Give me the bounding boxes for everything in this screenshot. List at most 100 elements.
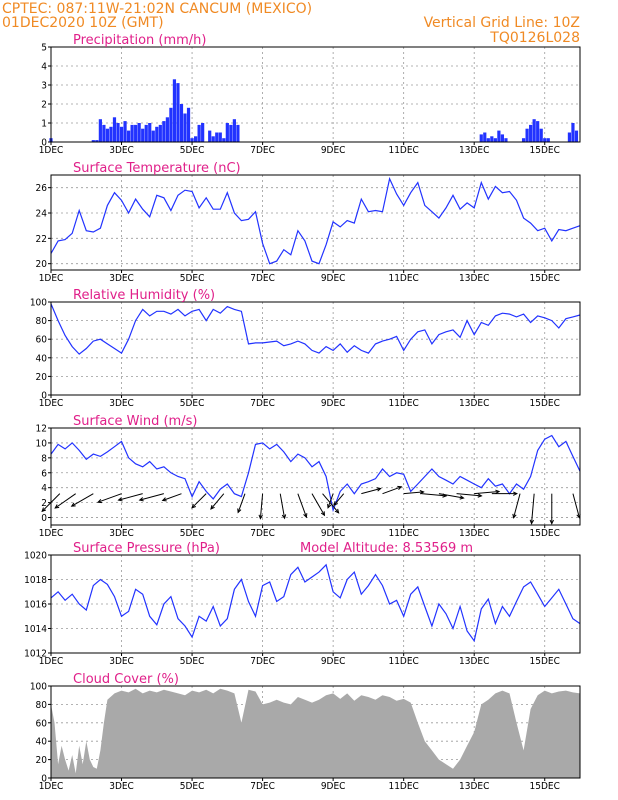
panel-title: Relative Humidity (%) (73, 288, 215, 303)
precip-bar (126, 130, 131, 142)
wind-arrow (322, 493, 340, 514)
y-tick-label: 1020 (24, 551, 47, 562)
y-tick-label: 1012 (24, 649, 47, 660)
y-tick-label: 60 (36, 335, 48, 346)
precip-bar (112, 117, 117, 142)
precip-bar (119, 126, 124, 142)
panel-title: Precipitation (mm/h) (73, 33, 206, 48)
precip-bar (137, 123, 141, 142)
precip-bar (479, 134, 483, 142)
wind-arrow (403, 490, 425, 495)
precip-bar (141, 128, 145, 142)
wind-arrow (572, 493, 581, 519)
panel-3: Relative Humidity (%) 0 20 40 60 80 100 1DEC 3DE… (30, 288, 581, 409)
precip-bar (521, 138, 526, 142)
header-grid-note: Vertical Grid Line: 10Z (424, 15, 580, 31)
y-tick-label: 1 (41, 119, 47, 130)
wind-arrow (491, 491, 518, 496)
precip-bar (215, 132, 219, 142)
precip-bar (229, 124, 233, 142)
precip-bar (486, 138, 490, 142)
precip-bar (148, 123, 152, 142)
precip-bar (211, 136, 215, 142)
panel-6: Cloud Cover (%) 0 20 40 60 80 100 1DEC 3DEC 5DEC 7… (30, 672, 581, 792)
model-altitude-note: Model Altitude: 8.53569 m (300, 541, 473, 556)
y-tick-label: 20 (36, 372, 48, 383)
wind-arrow (70, 493, 94, 507)
wind-arrow (438, 493, 465, 500)
cloud-cover-area (51, 688, 580, 778)
precip-bar (483, 132, 487, 142)
x-tick-label: 11DEC (388, 145, 418, 156)
panel-frame (50, 174, 581, 271)
x-tick-label: 9DEC (321, 781, 346, 792)
wind-arrow (529, 493, 535, 525)
precip-bar (543, 138, 547, 142)
x-tick-label: 1DEC (39, 273, 64, 284)
panel-5: Surface Pressure (hPa) Model Altitude: 8.… (24, 541, 581, 667)
precip-bar (222, 138, 226, 142)
precip-bar (218, 132, 222, 142)
x-tick-label: 3DEC (109, 145, 134, 156)
wind-arrow (333, 493, 345, 507)
precip-bar (493, 138, 497, 142)
wind-arrow (456, 493, 483, 498)
wind-arrow (382, 485, 403, 495)
x-tick-label: 13DEC (459, 398, 489, 409)
precip-bar (197, 124, 201, 142)
x-tick-label: 3DEC (109, 273, 134, 284)
y-tick-label: 12 (36, 424, 47, 435)
precip-bar (490, 136, 494, 142)
x-tick-label: 1DEC (39, 528, 64, 539)
x-tick-label: 5DEC (180, 528, 205, 539)
x-tick-label: 13DEC (459, 273, 489, 284)
x-tick-label: 13DEC (459, 528, 489, 539)
precip-bar (225, 123, 229, 142)
x-tick-label: 15DEC (530, 398, 560, 409)
y-tick-label: 10 (36, 438, 48, 449)
y-tick-label: 5 (41, 43, 47, 54)
panel-title: Surface Temperature (nC) (73, 161, 241, 176)
x-tick-label: 1DEC (39, 781, 64, 792)
precip-bar (546, 138, 550, 142)
y-tick-label: 2 (41, 498, 47, 509)
y-tick-label: 80 (36, 316, 48, 327)
x-tick-label: 7DEC (250, 656, 275, 667)
precip-bar (567, 132, 572, 142)
precip-bar (179, 104, 184, 142)
y-tick-label: 8 (41, 453, 47, 464)
y-tick-label: 0 (41, 774, 47, 785)
wind-arrow (96, 493, 122, 504)
precip-bar (532, 119, 536, 142)
x-tick-label: 9DEC (321, 656, 346, 667)
wind-arrow (138, 493, 164, 502)
x-tick-label: 5DEC (180, 145, 205, 156)
precip-bar (208, 130, 212, 142)
precip-bar (574, 130, 579, 142)
x-tick-label: 5DEC (180, 781, 205, 792)
x-tick-label: 5DEC (180, 656, 205, 667)
precip-bar (91, 140, 95, 142)
precip-bar (151, 130, 155, 142)
y-tick-label: 2 (41, 100, 47, 111)
panel-title: Surface Pressure (hPa) (73, 541, 220, 556)
y-tick-label: 1018 (24, 575, 47, 586)
precip-bar (232, 119, 236, 142)
precip-bar (158, 124, 162, 142)
y-tick-label: 100 (30, 682, 47, 693)
x-tick-label: 5DEC (180, 273, 205, 284)
precip-bar (193, 136, 198, 142)
x-tick-label: 9DEC (321, 273, 346, 284)
precip-bar (571, 123, 575, 142)
precip-bar (201, 123, 205, 142)
precip-bar (190, 138, 194, 142)
y-tick-label: 26 (36, 183, 48, 194)
x-tick-label: 1DEC (39, 656, 64, 667)
wind-arrow (54, 493, 76, 509)
x-tick-label: 3DEC (109, 528, 134, 539)
y-tick-label: 22 (36, 234, 47, 245)
precip-bar (162, 121, 166, 142)
x-tick-label: 9DEC (321, 145, 346, 156)
wind-arrow (191, 493, 207, 509)
x-tick-label: 13DEC (459, 656, 489, 667)
